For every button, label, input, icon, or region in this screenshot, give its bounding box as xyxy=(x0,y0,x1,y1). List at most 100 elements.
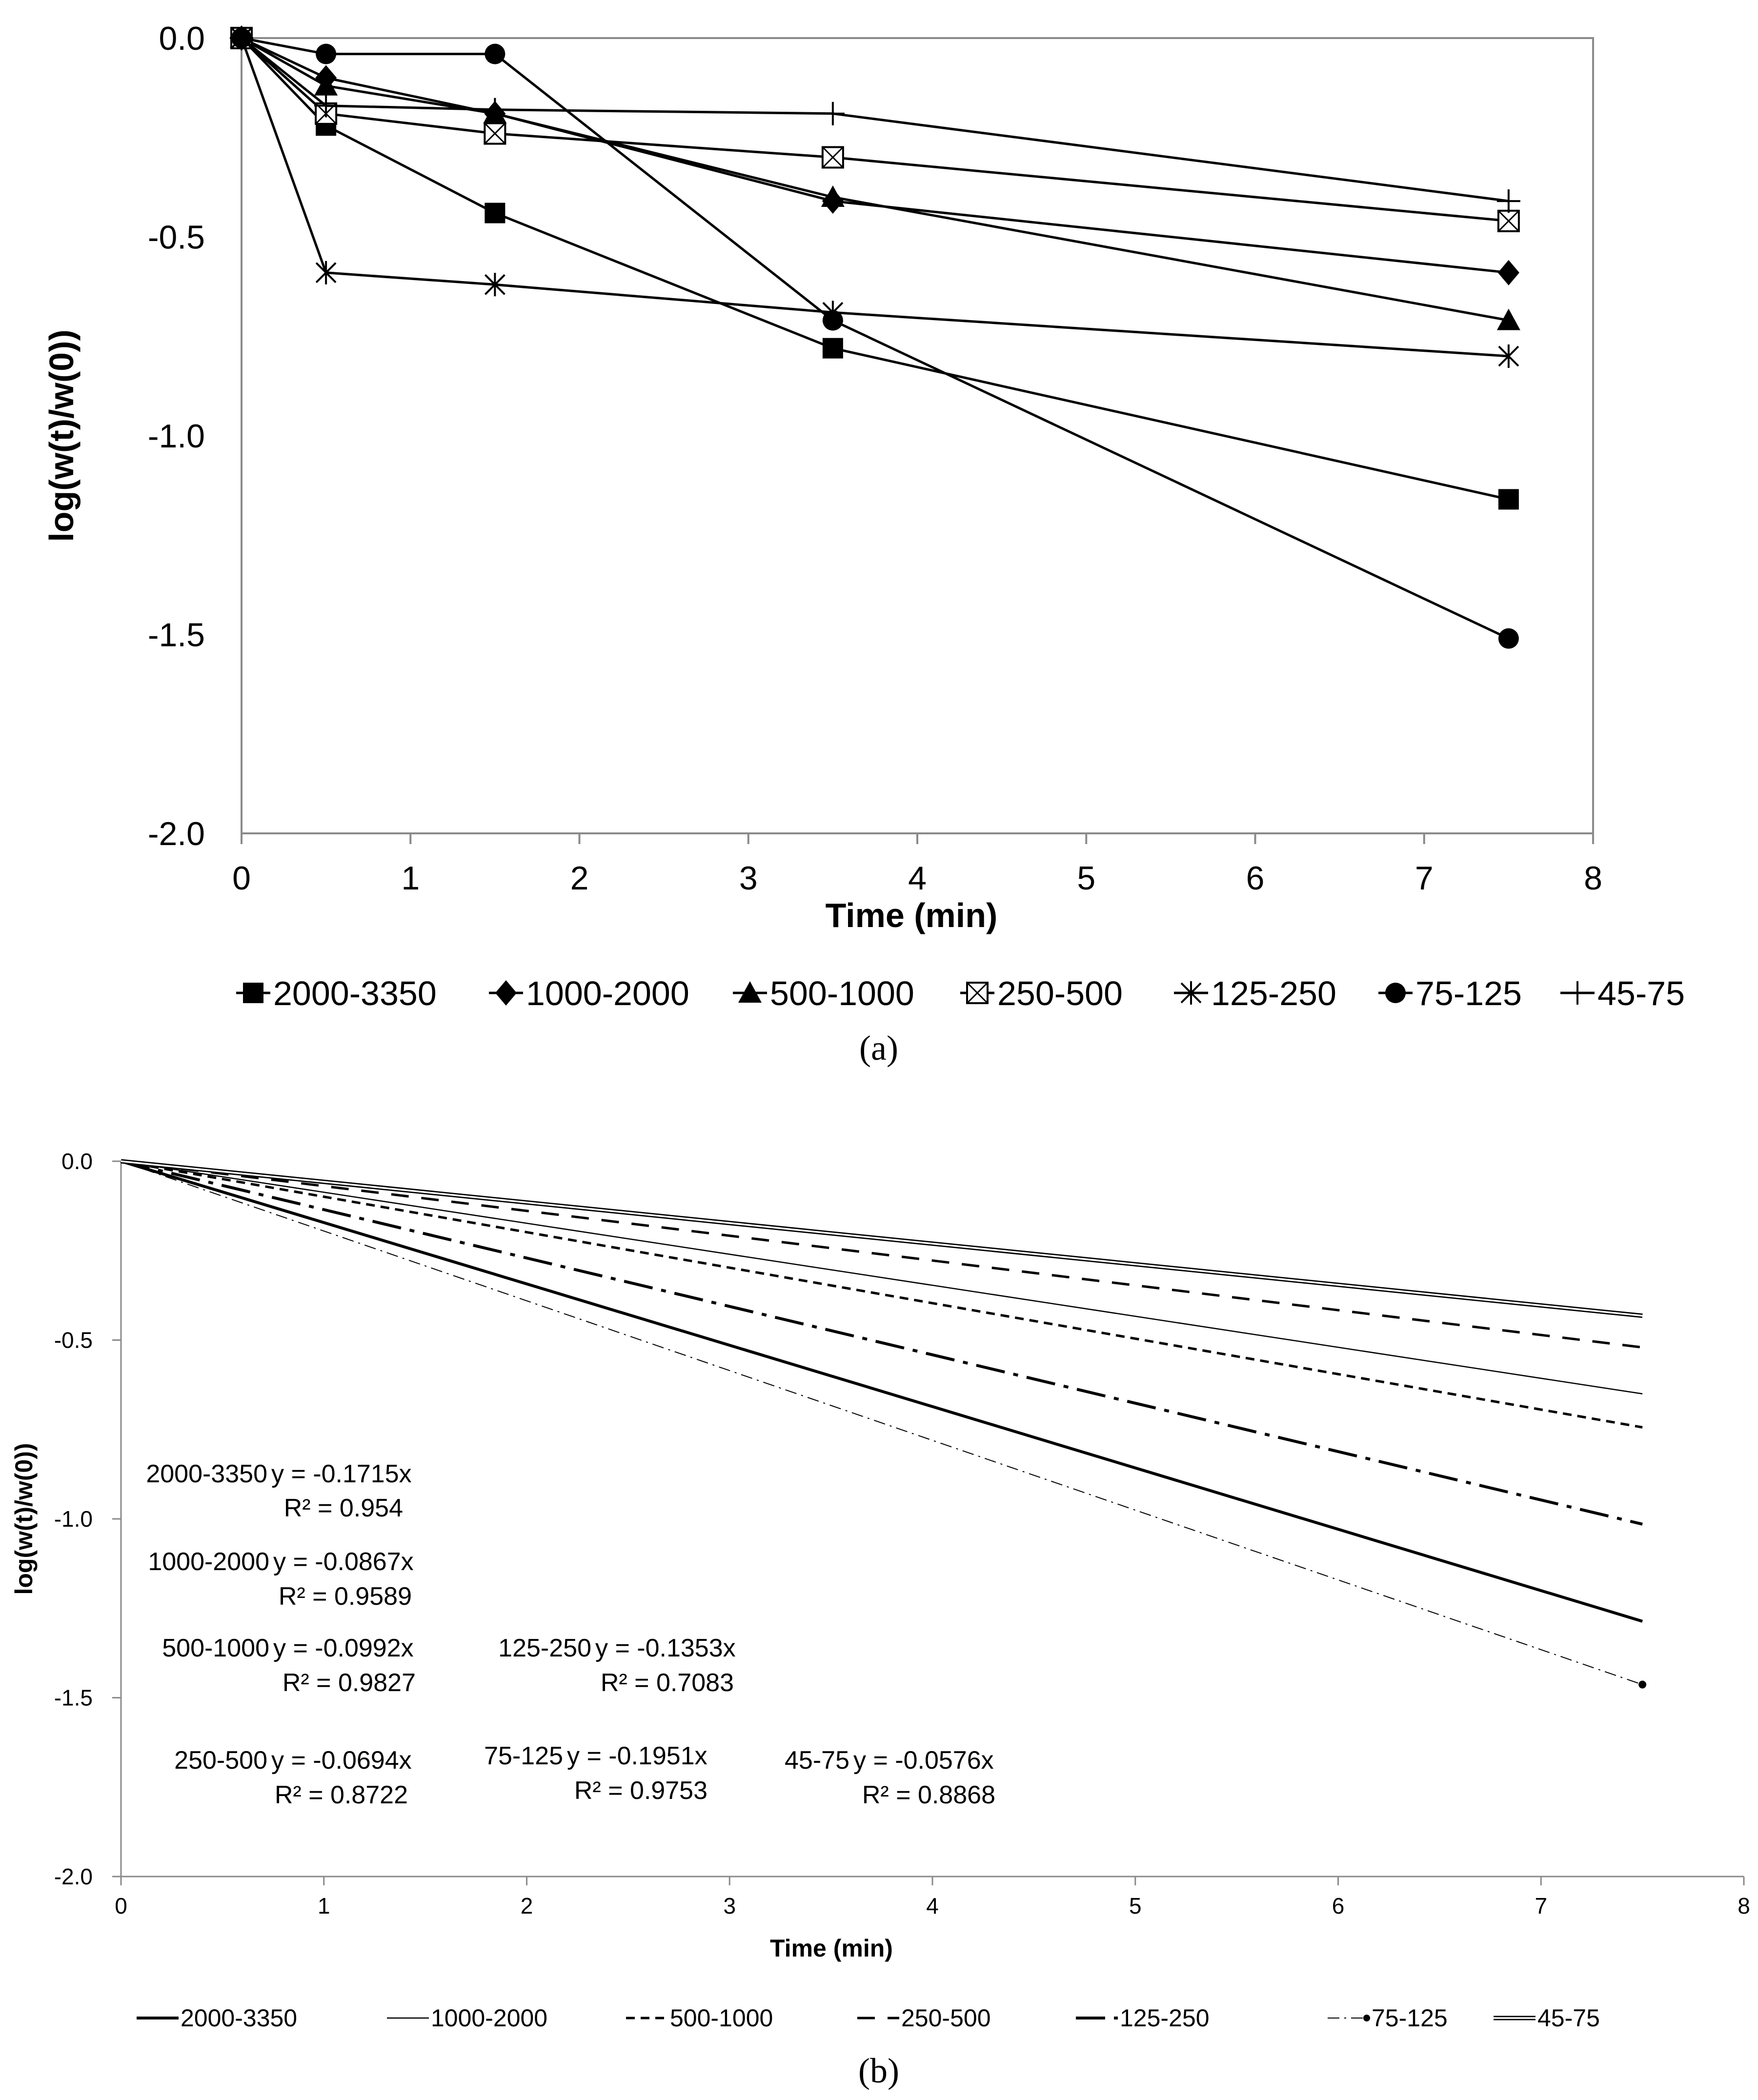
x-tick-label-a-8: 8 xyxy=(1584,860,1602,897)
equation-series-b-45-75: 45-75 xyxy=(785,1746,849,1775)
trend-line-b-75-125 xyxy=(121,1161,1647,1689)
legend-label-a-2000-3350: 2000-3350 xyxy=(273,974,437,1012)
trend-line-b-250-500 xyxy=(121,1160,1643,1349)
equation-text-b-2000-3350: y = -0.1715x xyxy=(271,1460,412,1488)
y-ticks-b: 0.0 -0.5 -1.0 -1.5 -2.0 xyxy=(54,1149,121,1889)
point-a-125-250-4 xyxy=(1498,344,1519,368)
endpoint-b-75-125 xyxy=(1638,1680,1647,1689)
equation-b-45-75: 45-75 y = -0.0576x R² = 0.8868 xyxy=(785,1746,995,1809)
point-a-75-125-4 xyxy=(1498,628,1519,649)
point-a-250-500-4 xyxy=(1497,209,1520,232)
equation-b-2000-3350: 2000-3350 y = -0.1715x R² = 0.954 xyxy=(146,1460,411,1522)
equation-b-125-250: 125-250 y = -0.1353x R² = 0.7083 xyxy=(498,1634,735,1697)
x-tick-label-b-2: 2 xyxy=(521,1893,533,1918)
x-tick-label-b-8: 8 xyxy=(1738,1893,1750,1918)
trend-line-b-1000-2000 xyxy=(121,1160,1643,1394)
point-a-500-1000-1 xyxy=(314,74,338,96)
r2-text-b-1000-2000: R² = 0.9589 xyxy=(279,1582,412,1611)
y-tick-label-b-1: -0.5 xyxy=(54,1328,93,1353)
equation-series-b-2000-3350: 2000-3350 xyxy=(146,1460,267,1488)
legend-item-a-1000-2000: 1000-2000 xyxy=(489,974,689,1012)
point-a-45-75-0 xyxy=(230,26,253,50)
legend-label-b-500-1000: 500-1000 xyxy=(670,2004,773,2032)
legend-label-b-250-500: 250-500 xyxy=(901,2004,991,2032)
legend-label-b-45-75: 45-75 xyxy=(1537,2004,1600,2032)
series-a xyxy=(230,25,1520,649)
point-a-2000-3350-4 xyxy=(1498,489,1519,510)
equation-series-b-1000-2000: 1000-2000 xyxy=(148,1548,269,1576)
x-tick-label-b-0: 0 xyxy=(115,1893,127,1918)
r2-text-b-500-1000: R² = 0.9827 xyxy=(283,1669,416,1697)
x-tick-label-a-0: 0 xyxy=(232,860,251,897)
point-a-75-125-1 xyxy=(316,43,337,64)
x-tick-label-a-3: 3 xyxy=(739,860,758,897)
point-a-125-250-2 xyxy=(484,273,505,297)
point-a-500-1000-3 xyxy=(821,185,845,207)
r2-text-b-250-500: R² = 0.8722 xyxy=(275,1781,408,1809)
legend-marker-a-45-75 xyxy=(1566,981,1589,1005)
x-ticks-a: 0 1 2 3 4 5 6 7 8 xyxy=(232,833,1602,897)
series-a-45-75 xyxy=(230,26,1520,213)
legend-item-a-125-250: 125-250 xyxy=(1174,974,1336,1012)
x-ticks-b: 0 1 2 3 4 5 6 7 8 xyxy=(115,1877,1750,1918)
legend-label-a-500-1000: 500-1000 xyxy=(770,974,914,1012)
legend-item-b-45-75: 45-75 xyxy=(1494,2004,1600,2032)
point-a-2000-3350-3 xyxy=(822,338,843,359)
x-axis-label-b: Time (min) xyxy=(770,1935,893,1962)
legend-marker-a-500-1000 xyxy=(738,981,762,1003)
legend-marker-a-1000-2000 xyxy=(495,980,517,1006)
y-tick-label-a-4: -2.0 xyxy=(148,815,205,852)
point-a-125-250-1 xyxy=(315,261,337,284)
equation-series-b-75-125: 75-125 xyxy=(484,1742,563,1770)
y-tick-label-a-1: -0.5 xyxy=(148,219,205,256)
legend-line-b-75-125 xyxy=(1328,2015,1370,2021)
point-a-45-75-2 xyxy=(483,98,507,121)
trend-line-b-2000-3350 xyxy=(121,1160,1643,1623)
legend-item-b-2000-3350: 2000-3350 xyxy=(137,2004,297,2032)
point-a-45-75-3 xyxy=(821,101,845,125)
equation-series-b-125-250: 125-250 xyxy=(498,1634,591,1662)
legend-b: 2000-3350 1000-2000 500-1000 250-500 125-250… xyxy=(137,2004,1600,2032)
x-tick-label-b-6: 6 xyxy=(1332,1893,1345,1918)
point-a-75-125-3 xyxy=(822,310,843,331)
x-tick-label-b-3: 3 xyxy=(723,1893,736,1918)
point-a-75-125-2 xyxy=(485,43,505,64)
y-axis-label-a: log(w(t)/w(0)) xyxy=(42,329,81,542)
r2-text-b-125-250: R² = 0.7083 xyxy=(601,1669,734,1697)
series-b xyxy=(121,1159,1647,1689)
y-tick-label-b-4: -2.0 xyxy=(54,1864,93,1889)
y-tick-label-b-0: 0.0 xyxy=(61,1149,93,1174)
point-a-1000-2000-4 xyxy=(1497,260,1519,285)
equation-b-75-125: 75-125 y = -0.1951x R² = 0.9753 xyxy=(484,1742,707,1805)
legend-marker-b-75-125 xyxy=(1363,2015,1370,2021)
r2-text-b-75-125: R² = 0.9753 xyxy=(574,1777,707,1805)
legend-label-b-1000-2000: 1000-2000 xyxy=(431,2004,547,2032)
legend-label-b-75-125: 75-125 xyxy=(1372,2004,1448,2032)
equation-text-b-75-125: y = -0.1951x xyxy=(567,1742,707,1770)
x-tick-label-b-4: 4 xyxy=(926,1893,939,1918)
legend-item-a-250-500: 250-500 xyxy=(960,974,1123,1012)
legend-item-b-250-500: 250-500 xyxy=(857,2004,991,2032)
panel-caption-b: (b) xyxy=(858,2051,899,2090)
legend-marker-a-125-250 xyxy=(1180,981,1202,1005)
x-tick-label-b-5: 5 xyxy=(1129,1893,1142,1918)
x-axis-label-a: Time (min) xyxy=(826,896,998,934)
equation-b-500-1000: 500-1000 y = -0.0992x R² = 0.9827 xyxy=(162,1634,416,1697)
point-a-250-500-3 xyxy=(821,146,844,169)
panel-caption-a: (a) xyxy=(859,1029,898,1068)
legend-item-a-45-75: 45-75 xyxy=(1560,974,1685,1012)
legend-label-a-250-500: 250-500 xyxy=(997,974,1123,1012)
r2-text-b-45-75: R² = 0.8868 xyxy=(862,1781,995,1809)
trend-line-b-500-1000 xyxy=(121,1160,1643,1429)
x-tick-label-a-2: 2 xyxy=(570,860,589,897)
y-tick-label-a-3: -1.5 xyxy=(148,617,205,654)
legend-item-b-500-1000: 500-1000 xyxy=(626,2004,773,2032)
y-tick-label-b-2: -1.0 xyxy=(54,1506,93,1532)
legend-marker-a-250-500 xyxy=(966,982,989,1004)
point-a-500-1000-4 xyxy=(1496,308,1520,330)
r2-text-b-2000-3350: R² = 0.954 xyxy=(284,1494,403,1522)
x-tick-label-a-7: 7 xyxy=(1415,860,1434,897)
legend-item-a-2000-3350: 2000-3350 xyxy=(236,974,437,1012)
x-tick-label-b-7: 7 xyxy=(1535,1893,1547,1918)
